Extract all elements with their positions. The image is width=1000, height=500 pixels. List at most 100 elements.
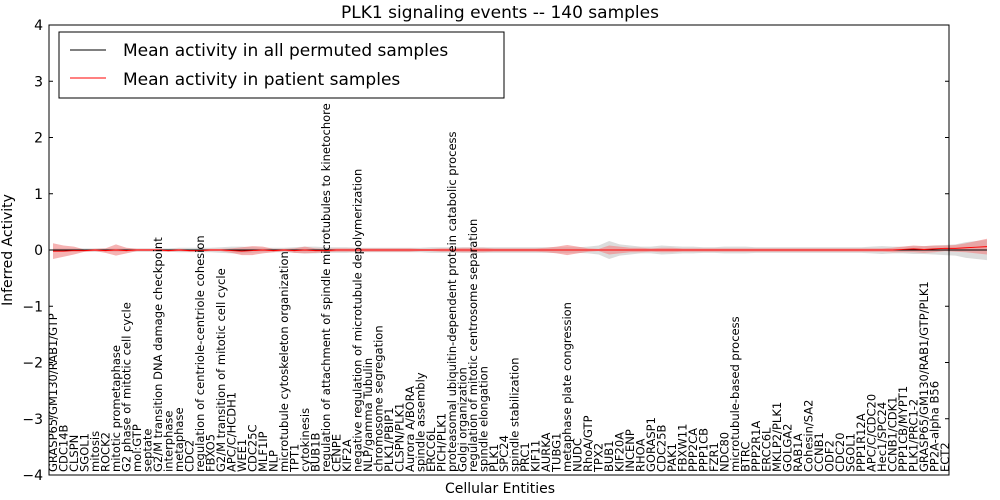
x-tick-label: ODF2: [823, 440, 837, 472]
x-tick-label: RhoA/GTP: [581, 415, 595, 472]
x-tick-labels: GRASP65/GM130/RAB1/GTPCDC14BCLSPNSGOL1mi…: [46, 103, 952, 473]
x-tick-label: chromosome segregation: [371, 325, 385, 472]
x-tick-label: microtubule cytoskeleton organization: [277, 251, 291, 472]
x-tick-label: G2/M transition of mitotic cell cycle: [214, 268, 228, 472]
x-tick-label: PP2A-alpha B56: [928, 381, 942, 472]
x-tick-label: CLSPN/PLK1: [392, 403, 406, 472]
x-tick-label: regulation of centriole-centriole cohesi…: [193, 235, 207, 472]
x-tick-label: GORASP1: [644, 417, 658, 472]
x-tick-label: Hec1/SPC24: [875, 402, 889, 472]
x-tick-label: FZR1: [707, 442, 721, 472]
x-tick-label: WEE1: [235, 439, 249, 472]
x-tick-label: PPP1R12A: [854, 413, 868, 472]
x-tick-label: APC/C/CDC20: [865, 394, 879, 472]
band-patient: [53, 238, 987, 259]
x-tick-label: MKLP2/PLK1: [770, 402, 784, 472]
x-tick-label: CDC25C: [245, 424, 259, 472]
x-tick-label: PAK1: [665, 443, 679, 472]
x-tick-label: spindle assembly: [413, 372, 427, 472]
y-tick-label: −2: [22, 356, 43, 372]
x-tick-label: PPP2R1A: [749, 421, 763, 472]
x-tick-label: CLSPN: [67, 435, 81, 472]
x-tick-label: NLP/gamma Tubulin: [361, 358, 375, 472]
x-tick-label: spindle stabilization: [508, 357, 522, 472]
x-tick-label: KIF11: [529, 440, 543, 472]
x-tick-label: NUDC: [571, 438, 585, 472]
x-tick-label: proteasomal ubiquitin-dependent protein …: [445, 131, 459, 472]
x-tick-label: FBXO5: [203, 434, 217, 472]
x-tick-label: INCENP: [623, 429, 637, 472]
x-tick-label: PLK1: [487, 444, 501, 472]
x-tick-label: Golgi organization: [455, 367, 469, 472]
y-tick-label: 1: [34, 187, 43, 203]
x-tick-label: TPX2: [592, 443, 606, 473]
x-tick-label: spindle elongation: [476, 366, 490, 472]
x-tick-label: mol:GTP: [130, 424, 144, 472]
x-tick-label: TPT1: [287, 444, 301, 473]
x-tick-label: PICH/PLK1: [434, 413, 448, 472]
y-tick-label: 4: [34, 18, 43, 34]
x-tick-label: PRC1: [518, 442, 532, 472]
x-tick-label: Aurora A/BORA: [403, 386, 417, 472]
x-tick-label: Cohesin/SA2: [802, 400, 816, 472]
x-tick-label: PLK1/PBIP1: [382, 407, 396, 472]
y-tick-label: −3: [22, 412, 43, 428]
x-tick-label: ERCC6L: [424, 427, 438, 472]
x-tick-label: NDC80: [718, 432, 732, 472]
plot-frame: [48, 24, 950, 476]
x-tick-label: cytokinesis: [298, 408, 312, 472]
x-tick-label: CENPE: [329, 434, 343, 472]
x-tick-label: GOLGA2: [781, 424, 795, 472]
x-tick-label: RHOA: [634, 439, 648, 472]
x-tick-label: microtubule-based process: [728, 316, 742, 472]
x-tick-label: ERCC6L: [760, 427, 774, 472]
line-patient: [53, 246, 988, 252]
series-lines: [53, 246, 988, 252]
x-tick-label: mitotic prometaphase: [109, 345, 123, 472]
x-tick-label: KIF20A: [613, 432, 627, 472]
x-tick-label: TUBG1: [550, 433, 564, 473]
x-tick-label: RAB1A: [791, 433, 805, 472]
x-tick-label: FBXW11: [676, 424, 690, 472]
x-tick-label: G2 phase of mitotic cell cycle: [119, 302, 133, 472]
chart-title: PLK1 signaling events -- 140 samples: [341, 3, 659, 23]
legend: Mean activity in all permuted samples Me…: [58, 31, 505, 99]
x-tick-label: PPP1CB/MYPT1: [896, 386, 910, 472]
x-tick-label: APC/C/HCDH1: [224, 392, 238, 472]
legend-label-permuted: Mean activity in all permuted samples: [123, 41, 448, 61]
y-tick-label: 0: [34, 243, 43, 259]
x-tick-label: mitosis: [88, 431, 102, 472]
x-tick-label: GRASP65/GM130/RAB1/GTP/PLK1: [917, 281, 931, 472]
x-tick-label: PPP2CA: [686, 428, 700, 472]
x-tick-label: KIF2A: [340, 439, 354, 472]
y-tick-label: −1: [22, 299, 43, 315]
x-tick-label: septate: [140, 428, 154, 472]
x-tick-label: BUB1B: [308, 432, 322, 472]
x-tick-label: regulation of mitotic centrosome separat…: [466, 219, 480, 472]
x-tick-label: negative regulation of microtubule depol…: [350, 169, 364, 472]
x-tick-label: regulation of attachment of spindle micr…: [319, 103, 333, 472]
x-tick-label: BUB1: [602, 440, 616, 472]
y-axis-ticks: 4 3 2 1 0 −1 −2 −3 −4: [22, 18, 949, 484]
y-tick-label: 3: [34, 74, 43, 90]
legend-label-patient: Mean activity in patient samples: [123, 70, 400, 90]
x-tick-label: metaphase plate congression: [560, 302, 574, 472]
x-tick-label: SGOL1: [77, 433, 91, 472]
x-tick-label: SPC24: [497, 435, 511, 472]
x-tick-label: CCNB1: [812, 432, 826, 472]
y-tick-label: 2: [34, 131, 43, 147]
y-tick-label: −4: [22, 468, 43, 484]
x-tick-label: MLF1IP: [256, 431, 270, 472]
x-tick-label: ECT2: [938, 442, 952, 472]
x-tick-label: G2/M transition DNA damage checkpoint: [151, 237, 165, 472]
x-tick-label: SGOL1: [844, 433, 858, 472]
x-tick-label: metaphase: [172, 407, 186, 472]
x-tick-label: CDC20: [833, 432, 847, 472]
x-tick-label: ROCK2: [98, 432, 112, 472]
x-tick-label: PLK1/PRC1-2: [907, 399, 921, 472]
x-tick-label: CDC14B: [56, 424, 70, 472]
y-axis-label: Inferred Activity: [0, 194, 16, 306]
x-tick-label: CDC25B: [655, 424, 669, 472]
x-tick-label: BTRC: [739, 442, 753, 472]
